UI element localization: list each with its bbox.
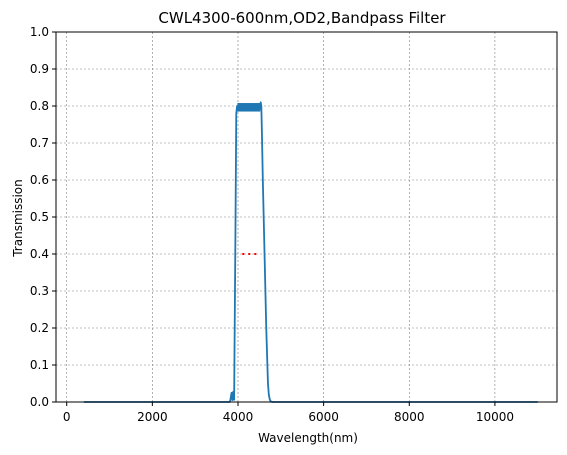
y-axis-ticks: 0.0 0.1 0.2 0.3 0.4 0.5 0.6 0.7 0.8 0.9 1.0	[30, 25, 56, 409]
y-tick-label: 0.0	[30, 395, 49, 409]
y-tick-label: 0.8	[30, 99, 49, 113]
x-axis-ticks: 0 2000 4000 6000 8000 10000	[63, 402, 514, 424]
x-tick-label: 6000	[308, 410, 339, 424]
y-tick-label: 0.6	[30, 173, 49, 187]
x-tick-label: 4000	[223, 410, 254, 424]
y-axis-label: Transmission	[11, 179, 25, 258]
grid-lines	[56, 31, 557, 403]
y-tick-label: 0.3	[30, 284, 49, 298]
x-tick-label: 2000	[137, 410, 168, 424]
y-tick-label: 1.0	[30, 25, 49, 39]
y-tick-label: 0.4	[30, 247, 49, 261]
passband-ripple	[237, 103, 261, 112]
transmission-line	[83, 101, 538, 403]
x-tick-label: 8000	[394, 410, 425, 424]
y-tick-label: 0.9	[30, 62, 49, 76]
y-tick-label: 0.2	[30, 321, 49, 335]
x-tick-label: 10000	[476, 410, 514, 424]
chart-title: CWL4300-600nm,OD2,Bandpass Filter	[158, 9, 446, 27]
plot-area	[83, 101, 538, 403]
x-axis-label: Wavelength(nm)	[258, 431, 358, 445]
y-tick-label: 0.7	[30, 136, 49, 150]
y-tick-label: 0.1	[30, 358, 49, 372]
x-tick-label: 0	[63, 410, 71, 424]
y-tick-label: 0.5	[30, 210, 49, 224]
